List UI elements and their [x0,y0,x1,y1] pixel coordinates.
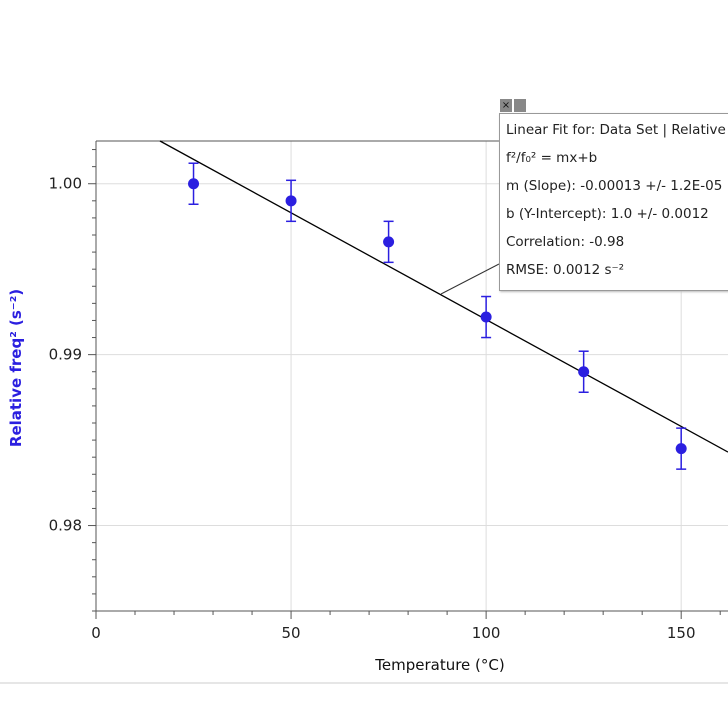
fit-slope: m (Slope): -0.00013 +/- 1.2E-05 [506,178,723,194]
data-point [578,366,590,378]
y-axis-label: Relative freq² (s⁻²) [7,289,25,447]
linear-fit-box[interactable]: × Linear Fit for: Data Set | Relative fr… [499,99,728,291]
x-tick-label: 150 [667,624,696,642]
close-icon[interactable]: × [500,99,512,112]
y-tick-label: 0.98 [49,517,82,535]
fit-equation: f²/f₀² = mx+b [506,150,598,166]
fit-line [159,140,728,453]
fit-intercept: b (Y-Intercept): 1.0 +/- 0.0012 [506,206,709,222]
fit-title: Linear Fit for: Data Set | Relative freq… [506,122,728,138]
fit-correlation: Correlation: -0.98 [506,234,625,250]
x-tick-label: 50 [282,624,301,642]
x-tick-label: 0 [91,624,101,642]
data-point [383,236,395,248]
x-axis-label: Temperature (°C) [374,656,504,674]
fit-rmse: RMSE: 0.0012 s⁻² [506,262,625,278]
data-point [480,311,492,323]
y-tick-label: 0.99 [49,346,82,364]
x-tick-label: 100 [472,624,501,642]
data-point [188,178,200,190]
data-point [675,443,687,455]
y-tick-label: 1.00 [49,175,82,193]
grip-icon[interactable] [514,99,526,112]
data-point [285,195,297,207]
fit-callout-line [440,263,500,295]
